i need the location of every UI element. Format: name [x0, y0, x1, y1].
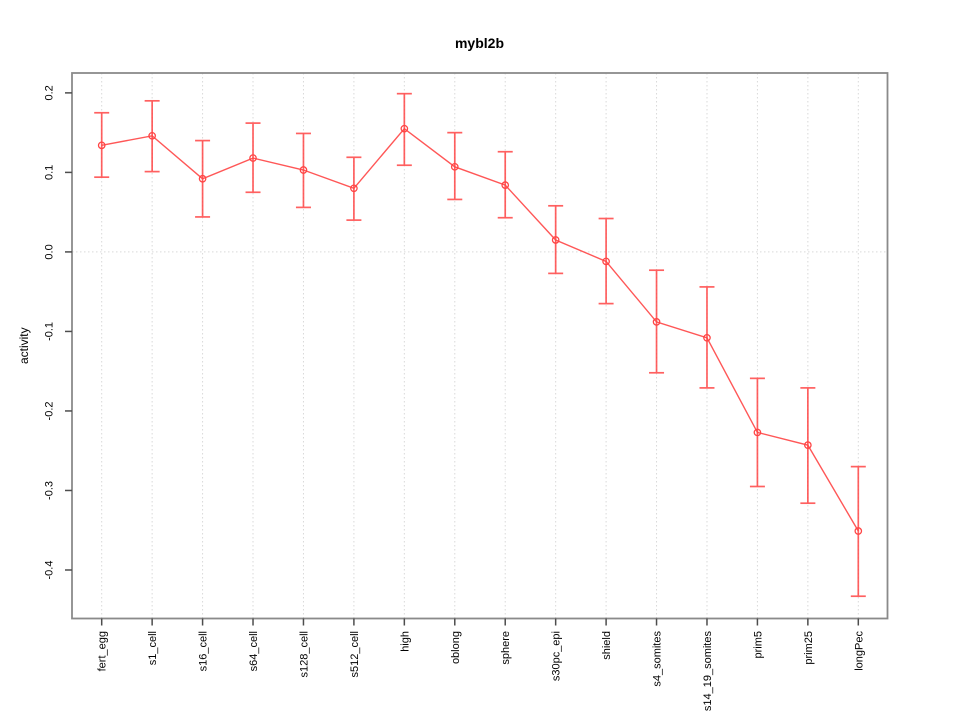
data-point-marker [450, 162, 459, 171]
data-point-marker [652, 318, 661, 326]
y-tick-label: 0.1 [44, 165, 56, 180]
error-bar [850, 465, 866, 598]
x-tick-label: prim5 [752, 631, 764, 659]
y-axis-label: activity [17, 327, 31, 364]
data-point-marker [249, 154, 257, 162]
x-tick-label: s1_cell [147, 631, 159, 665]
y-tick-label: -0.2 [44, 401, 56, 420]
x-tick-label: s64_cell [248, 631, 260, 671]
x-tick-label: s16_cell [198, 631, 210, 671]
data-point-marker [804, 441, 812, 449]
plot-area: 0.2 0.1 0.0 -0.1 -0.2 -0.3 -0.4 fert_egg s1_cell… [44, 72, 889, 712]
data-point-marker [753, 428, 762, 437]
x-tick-label: s512_cell [349, 631, 361, 677]
plot-border [71, 72, 889, 620]
x-tick-label: s4_somites [652, 631, 664, 687]
x-tick-label: fert_egg [97, 631, 109, 671]
data-point-marker [551, 236, 560, 244]
x-tick-label: high [399, 631, 411, 652]
data-point-marker [703, 333, 711, 342]
x-tick-label: oblong [450, 631, 462, 664]
x-tick-label: s30pc_epi [551, 631, 563, 681]
y-tick-label: -0.1 [44, 322, 56, 341]
x-tick-label: prim25 [803, 631, 815, 665]
y-tick-label: 0.2 [44, 85, 56, 100]
x-tick-label: s128_cell [298, 631, 310, 677]
y-tick-label: -0.3 [44, 481, 56, 500]
data-point-marker [854, 527, 863, 535]
data-point-marker [400, 124, 409, 133]
data-point-marker [602, 257, 610, 266]
data-point-marker [97, 141, 106, 150]
x-tick-label: s14_19_somites [702, 631, 714, 712]
x-tick-label: sphere [500, 631, 512, 665]
y-tick-label: -0.4 [44, 561, 56, 580]
y-tick-label: 0.0 [44, 244, 56, 259]
x-tick-label: shield [601, 631, 613, 660]
x-tick-label: longPec [853, 631, 865, 671]
chart-title: mybl2b [455, 35, 504, 51]
data-point-marker [350, 184, 358, 193]
data-point-marker [148, 131, 156, 140]
series-line [101, 127, 859, 532]
data-point-marker [198, 174, 207, 183]
data-point-marker [299, 166, 308, 174]
data-point-marker [501, 181, 510, 189]
